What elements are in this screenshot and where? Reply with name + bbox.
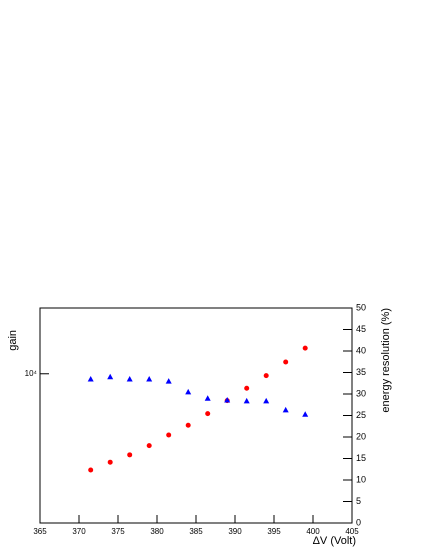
triangle-marker (185, 388, 192, 395)
triangle-marker (146, 375, 153, 382)
triangle-marker (107, 373, 114, 380)
triangle-marker (282, 406, 289, 413)
y2-tick-label: 15 (356, 453, 366, 463)
y2-tick-label: 45 (356, 324, 366, 334)
y-axis-title: gain (7, 330, 19, 351)
triangle-marker (165, 378, 172, 384)
x-tick-label: 390 (228, 527, 242, 536)
triangle-marker (243, 397, 250, 404)
y2-tick-label: 0 (356, 517, 361, 527)
circle-marker (283, 359, 289, 365)
circle-marker (185, 422, 191, 428)
triangle-marker (263, 397, 270, 404)
circle-marker (107, 459, 113, 465)
x-tick-label: 365 (33, 527, 47, 536)
circle-marker (244, 385, 250, 391)
circle-marker (205, 411, 211, 417)
x-tick-label: 400 (306, 527, 320, 536)
y2-axis-title: energy resolution (%) (380, 308, 392, 413)
x-tick-label: 405 (345, 527, 359, 536)
circle-marker (166, 432, 172, 438)
y2-tick-label: 40 (356, 345, 366, 355)
x-axis-title: ΔV (Volt) (313, 535, 356, 547)
x-tick-label: 370 (72, 527, 86, 536)
triangle-marker (224, 397, 231, 403)
y2-tick-label: 30 (356, 388, 366, 398)
y2-tick-label: 35 (356, 367, 366, 377)
circle-marker (146, 443, 152, 449)
triangle-marker (204, 395, 211, 401)
triangle-marker (302, 411, 309, 417)
x-tick-label: 375 (111, 527, 125, 536)
y2-tick-label: 20 (356, 431, 366, 441)
circle-marker (263, 373, 269, 379)
circle-marker (127, 452, 133, 458)
circle-marker (88, 467, 94, 473)
y-tick-label: 10⁴ (25, 369, 38, 378)
triangle-marker (126, 375, 133, 382)
circle-marker (302, 345, 308, 351)
x-tick-label: 395 (267, 527, 281, 536)
y2-tick-label: 25 (356, 410, 366, 420)
triangle-marker (87, 375, 94, 382)
y2-tick-label: 5 (356, 496, 361, 506)
y2-tick-label: 50 (356, 302, 366, 312)
y2-tick-label: 10 (356, 474, 366, 484)
x-tick-label: 385 (189, 527, 203, 536)
x-tick-label: 380 (150, 527, 164, 536)
